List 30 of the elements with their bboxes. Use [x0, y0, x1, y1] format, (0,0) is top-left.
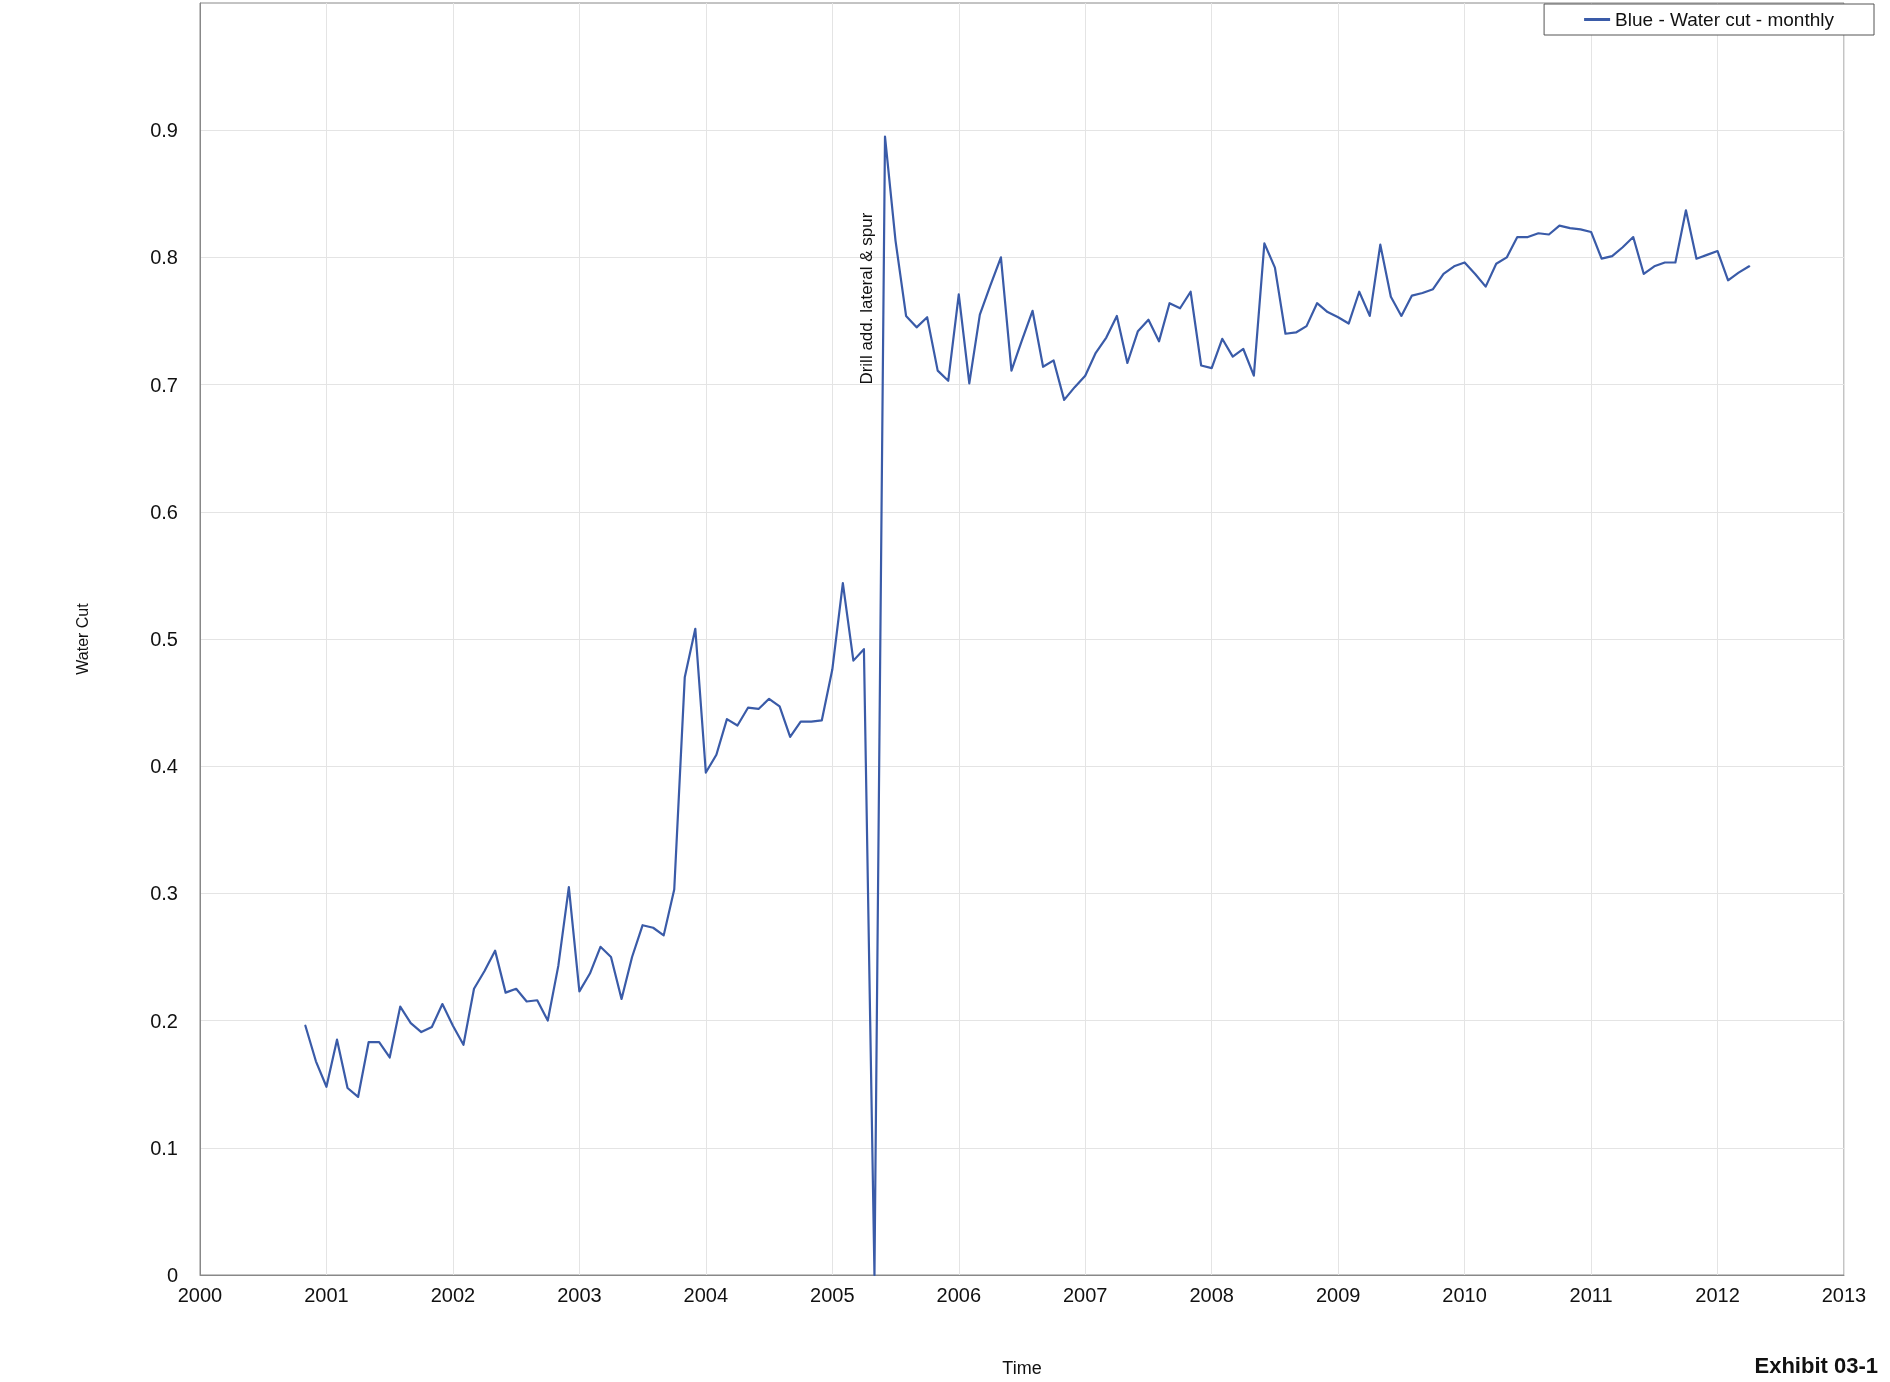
x-tick-label: 2010 [1442, 1284, 1487, 1306]
x-tick-label: 2013 [1821, 1284, 1867, 1306]
legend-label: Blue - Water cut - monthly [1615, 9, 1835, 30]
line-series [304, 135, 1751, 1277]
x-tick-label: 2004 [683, 1284, 729, 1306]
x-tick-label: 2001 [304, 1284, 349, 1306]
x-axis-title: Time [1002, 1358, 1042, 1378]
y-tick-label: 0 [166, 1264, 178, 1286]
y-tick-label: 0.6 [150, 500, 178, 523]
y-tick-label: 0.2 [150, 1009, 178, 1032]
x-tick-label: 2000 [177, 1284, 223, 1306]
text: Exhibit 03-1 [1754, 1352, 1878, 1378]
y-tick-label: 0.8 [150, 246, 178, 269]
x-tick-label: 2012 [1695, 1284, 1740, 1306]
x-tick-label: 2002 [430, 1284, 476, 1306]
y-tick-label: 0.7 [150, 373, 178, 396]
x-tick-label: 2011 [1569, 1284, 1613, 1306]
x-tick-label: 2009 [1315, 1284, 1361, 1306]
x-tick-label: 2007 [1062, 1284, 1108, 1306]
y-tick-label: 0.9 [150, 119, 178, 142]
y-tick-label: 0.3 [150, 882, 178, 905]
y-tick-label: 0.4 [150, 755, 178, 778]
y-axis-title: Water Cut [73, 602, 91, 675]
x-tick-label: 2003 [557, 1284, 602, 1306]
x-tick-label: 2006 [936, 1284, 982, 1306]
annotation: Drill add. lateral & spur [857, 212, 876, 385]
y-tick-label: 0.1 [150, 1136, 178, 1159]
x-tick-label: 2008 [1189, 1284, 1234, 1306]
x-tick-label: 2005 [810, 1284, 855, 1306]
y-tick-label: 0.5 [150, 628, 178, 650]
